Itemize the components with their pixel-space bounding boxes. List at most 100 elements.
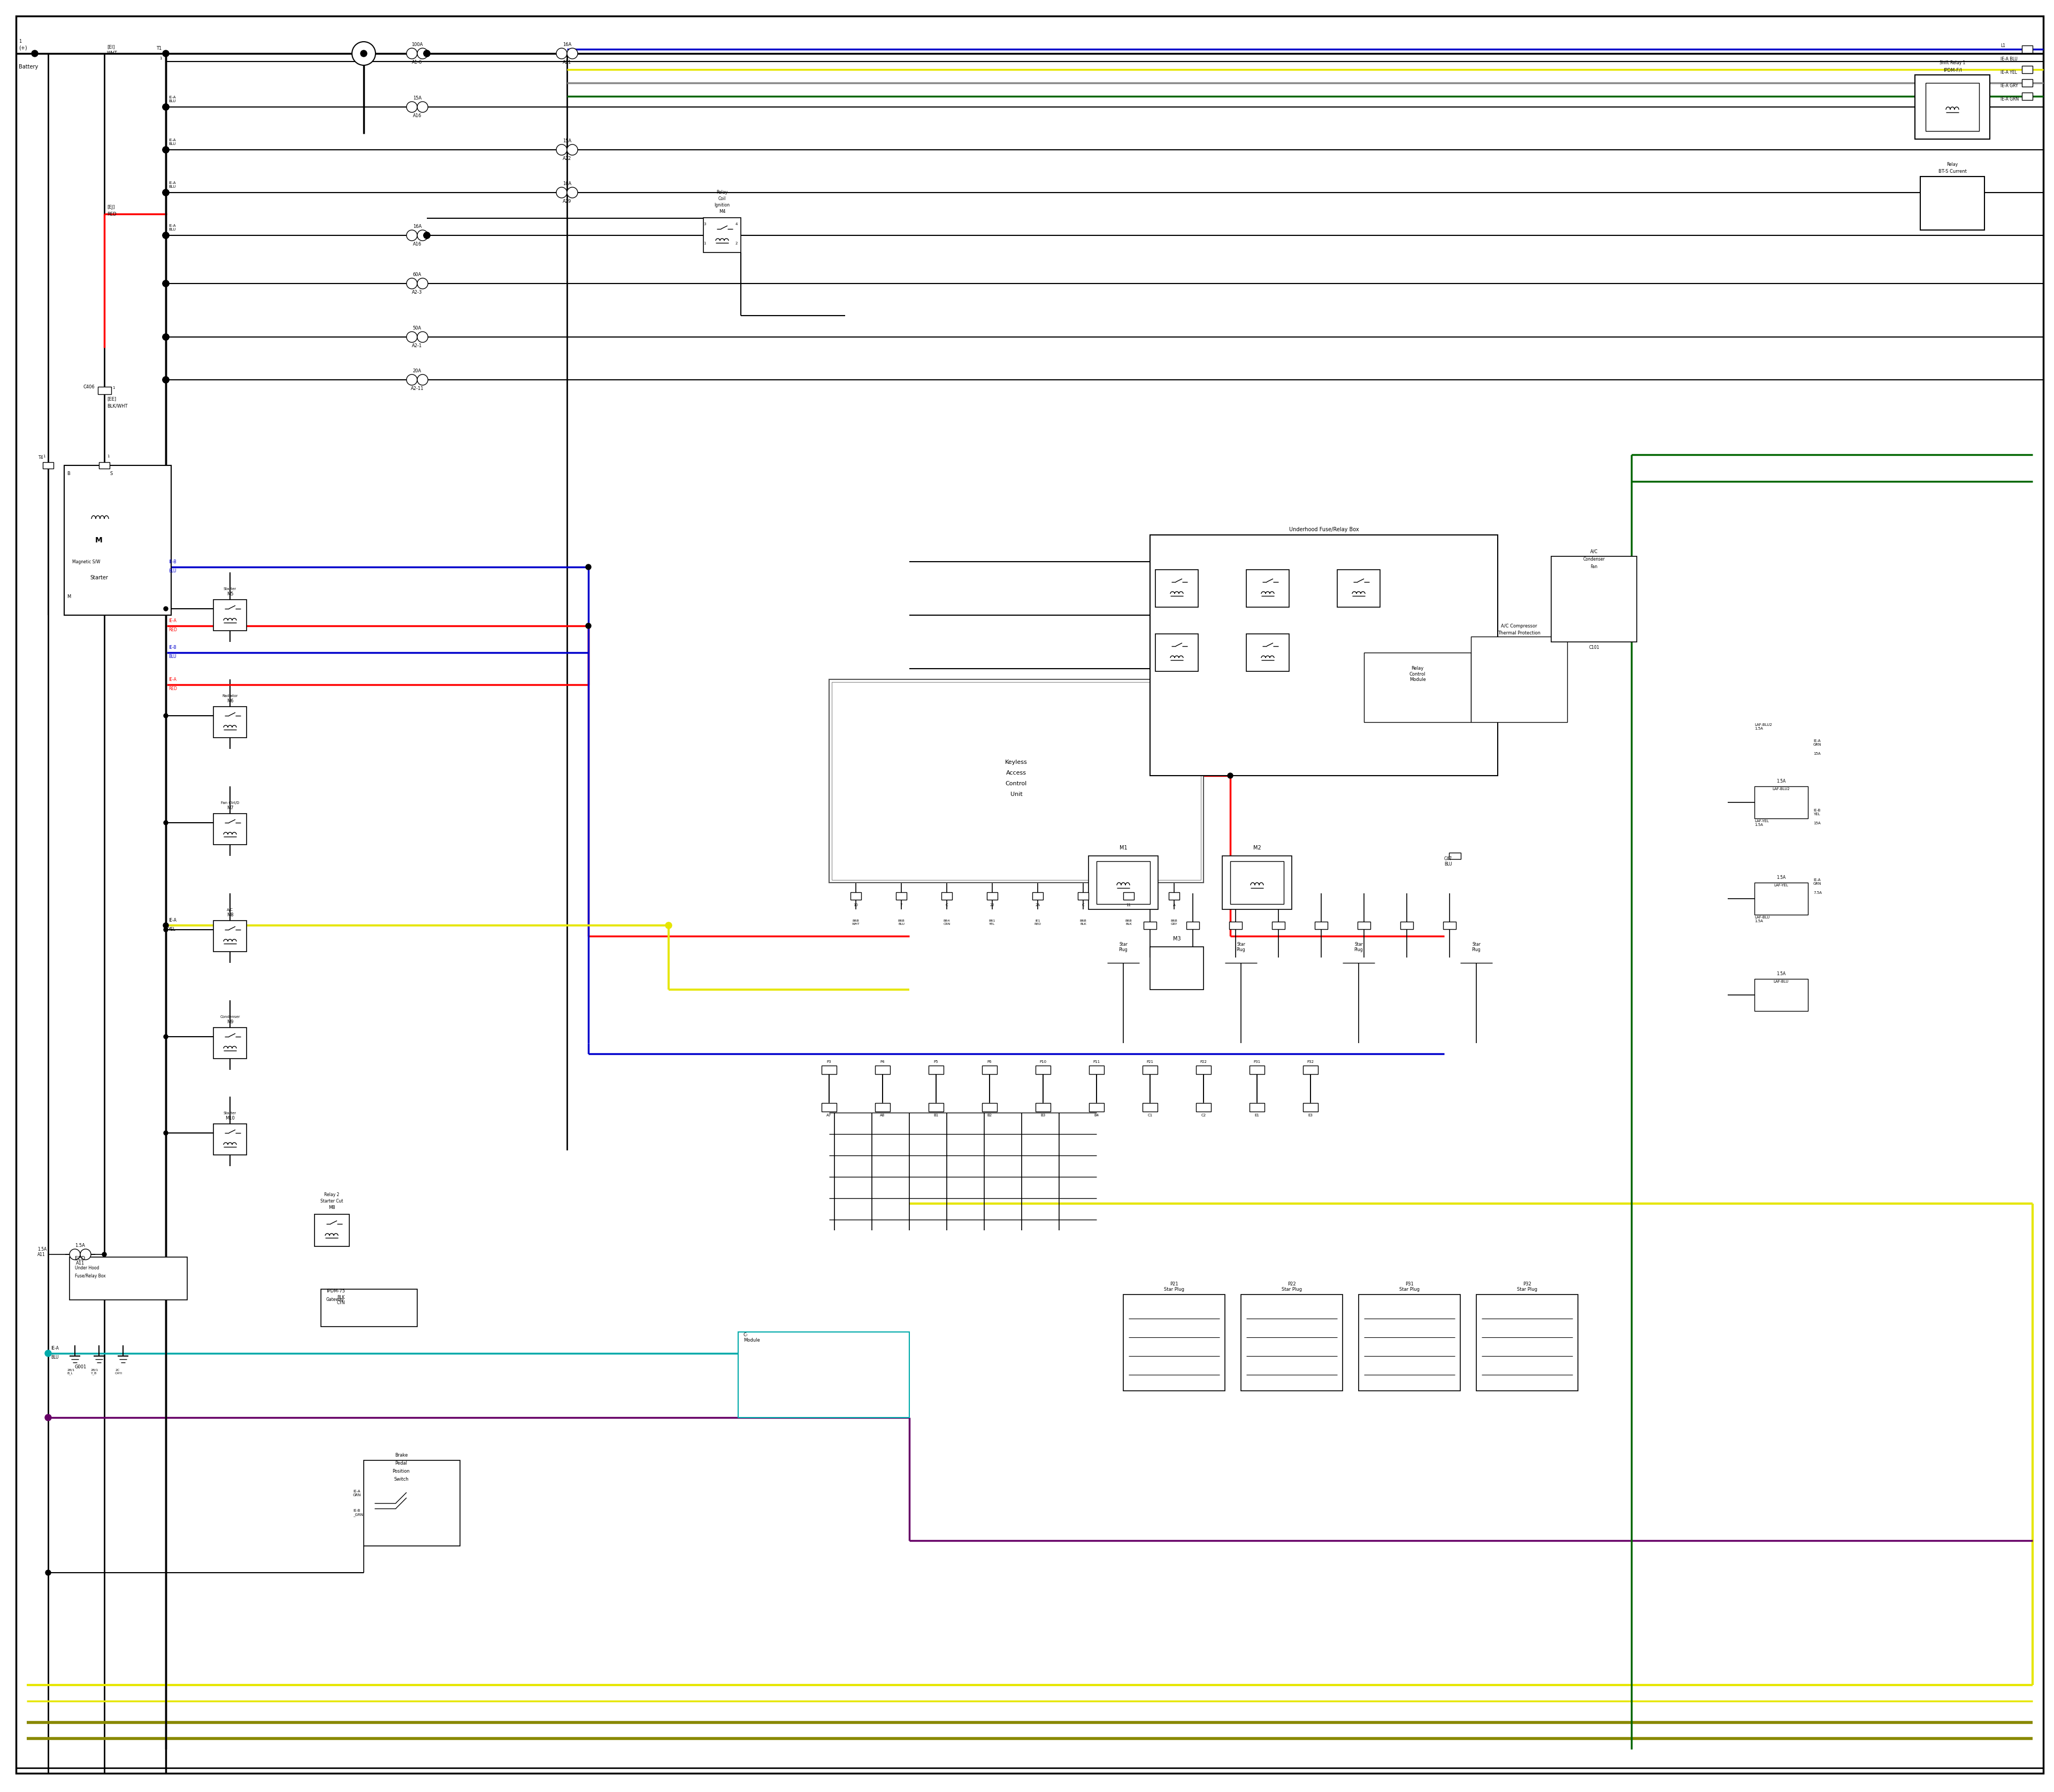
Text: A2-11: A2-11	[411, 387, 423, 391]
Text: P31
Star Plug: P31 Star Plug	[1399, 1281, 1419, 1292]
Text: BR1
YEL: BR1 YEL	[988, 919, 996, 925]
Text: (+): (+)	[18, 45, 27, 50]
Circle shape	[423, 50, 429, 57]
Text: 10A: 10A	[563, 181, 571, 186]
Bar	[982, 1104, 996, 1111]
Text: Ignition: Ignition	[715, 202, 729, 208]
Bar	[1142, 1104, 1158, 1111]
Circle shape	[103, 1253, 107, 1256]
Text: A16: A16	[413, 113, 421, 118]
Text: A/C Compressor: A/C Compressor	[1501, 624, 1536, 629]
Bar	[1154, 634, 1197, 672]
Text: E1: E1	[1255, 1113, 1259, 1116]
Bar	[1302, 1066, 1319, 1073]
Bar	[1249, 1066, 1265, 1073]
Bar	[43, 462, 53, 468]
Text: T1: T1	[156, 47, 162, 50]
Bar	[1302, 1104, 1319, 1111]
Text: 20A: 20A	[413, 369, 421, 373]
Text: BRB
BLK: BRB BLK	[1126, 919, 1132, 925]
Bar	[1144, 921, 1156, 930]
Bar	[1241, 1294, 1343, 1391]
Circle shape	[162, 233, 168, 238]
Text: IE-A YEL: IE-A YEL	[2001, 70, 2017, 75]
Bar	[982, 1066, 996, 1073]
Text: 1: 1	[160, 57, 162, 59]
Text: 1: 1	[107, 455, 109, 459]
Text: A1-6: A1-6	[413, 59, 423, 65]
Text: Relay 2: Relay 2	[325, 1192, 339, 1197]
Circle shape	[407, 102, 417, 113]
Bar	[1124, 1294, 1224, 1391]
Bar	[737, 1331, 910, 1417]
Text: 15A: 15A	[413, 95, 421, 100]
Text: P6: P6	[988, 1061, 992, 1063]
Text: Keyless: Keyless	[1004, 760, 1027, 765]
Bar	[2021, 66, 2033, 73]
Text: IE-A
BLU: IE-A BLU	[168, 95, 177, 102]
Bar	[896, 892, 906, 900]
Circle shape	[164, 1131, 168, 1134]
Bar	[832, 683, 1202, 880]
Circle shape	[31, 50, 37, 57]
Text: Radiator: Radiator	[222, 694, 238, 697]
Circle shape	[423, 50, 429, 57]
Circle shape	[162, 104, 168, 109]
Text: M2: M2	[1253, 846, 1261, 851]
Text: 7.5A: 7.5A	[1814, 891, 1822, 894]
Text: Starter: Starter	[224, 1111, 236, 1115]
Bar	[850, 892, 861, 900]
Circle shape	[162, 333, 168, 340]
Text: 15A: 15A	[563, 138, 571, 143]
Bar	[1315, 921, 1327, 930]
Bar	[1914, 75, 1990, 140]
Text: C406: C406	[82, 385, 94, 389]
Circle shape	[162, 50, 168, 57]
Text: LAF-BLU
1.5A: LAF-BLU 1.5A	[1754, 916, 1771, 923]
Text: BRB
BLU: BRB BLU	[898, 919, 904, 925]
Text: 2A: 2A	[1035, 903, 1039, 907]
Text: P32: P32	[1306, 1061, 1315, 1063]
Text: 2B/1
B_L: 2B/1 B_L	[68, 1369, 74, 1374]
Bar	[1754, 787, 1808, 819]
Bar	[1150, 946, 1204, 989]
Bar	[822, 1066, 836, 1073]
Bar	[1230, 862, 1284, 903]
Text: M10: M10	[226, 1116, 234, 1120]
Text: IE-A: IE-A	[168, 618, 177, 624]
Text: 100A: 100A	[411, 43, 423, 47]
Bar	[1150, 536, 1497, 776]
Text: P21: P21	[1146, 1061, 1154, 1063]
Circle shape	[417, 278, 427, 289]
Text: P3: P3	[828, 1061, 832, 1063]
Text: BT-S Current: BT-S Current	[1939, 168, 1966, 174]
Text: IE-B
_GRN: IE-B _GRN	[353, 1509, 364, 1516]
Text: M: M	[94, 536, 103, 545]
Circle shape	[162, 280, 168, 287]
Circle shape	[557, 145, 567, 156]
Bar	[1154, 570, 1197, 607]
Text: 1: 1	[113, 387, 115, 389]
Text: B1: B1	[935, 1113, 939, 1116]
Text: BLU: BLU	[168, 568, 177, 573]
Bar	[986, 892, 998, 900]
Text: M7: M7	[226, 806, 234, 810]
Text: Condenser: Condenser	[220, 1016, 240, 1018]
Bar	[1124, 892, 1134, 900]
Circle shape	[417, 48, 427, 59]
Bar	[214, 1027, 246, 1059]
Circle shape	[567, 145, 577, 156]
Text: A22: A22	[563, 156, 571, 161]
Text: P10: P10	[1039, 1061, 1048, 1063]
Bar	[1089, 1104, 1105, 1111]
Text: Magnetic S/W: Magnetic S/W	[72, 559, 101, 564]
Text: B4: B4	[1095, 1113, 1099, 1116]
Text: BLK
CYN: BLK CYN	[337, 1296, 345, 1305]
Circle shape	[362, 50, 368, 57]
Text: IE-A
GRN: IE-A GRN	[1814, 878, 1822, 885]
Text: Fuse/Relay Box: Fuse/Relay Box	[74, 1274, 105, 1278]
Bar	[214, 600, 246, 631]
Bar	[2021, 79, 2033, 86]
Circle shape	[567, 48, 577, 59]
Bar	[314, 1215, 349, 1247]
